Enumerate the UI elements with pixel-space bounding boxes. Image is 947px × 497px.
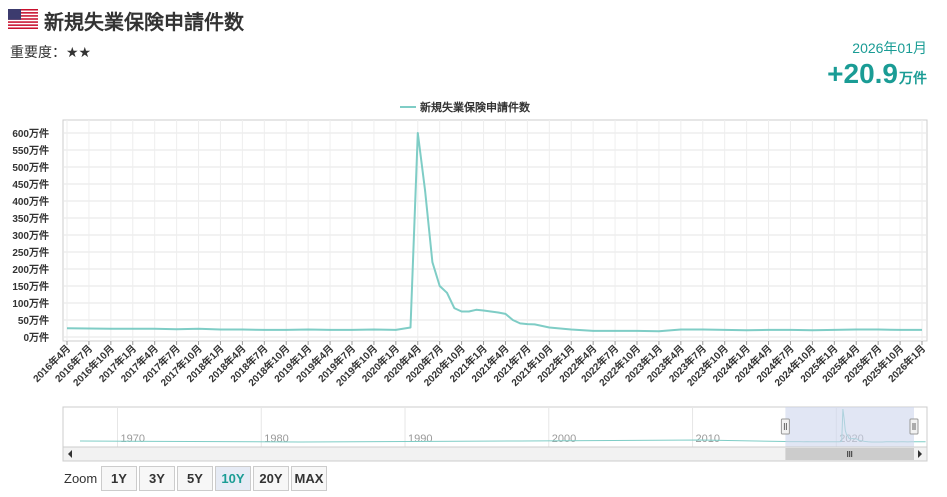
zoom-3y-button[interactable]: 3Y [139,466,175,491]
zoom-max-button[interactable]: MAX [291,466,327,491]
data-point [329,329,331,331]
data-point [446,292,448,294]
data-point [533,323,535,325]
data-point [658,330,660,332]
us-flag-icon [8,9,38,29]
data-point [431,261,433,263]
data-point [680,328,682,330]
data-point [592,330,594,332]
data-point [767,329,769,331]
y-tick-label: 250万件 [12,246,49,259]
zoom-10y-button[interactable]: 10Y [215,466,251,491]
data-point [241,328,243,330]
y-tick-label: 400万件 [12,195,49,208]
zoom-5y-button[interactable]: 5Y [177,466,213,491]
data-point [723,329,725,331]
navigator-year-label: 2000 [552,433,576,445]
y-tick-label: 100万件 [12,297,49,310]
y-tick-label: 150万件 [12,280,49,293]
latest-value-unit: 万件 [899,70,927,86]
navigator-year-label: 1980 [264,433,288,445]
zoom-label: Zoom [64,471,98,486]
data-point [219,328,221,330]
series-line [66,132,922,333]
y-tick-label: 450万件 [12,178,49,191]
latest-value: +20.9万件 [827,58,927,90]
data-point [702,328,704,330]
data-point [424,190,426,192]
y-tick-label: 300万件 [12,229,49,242]
navigator-year-label: 2010 [696,433,720,445]
data-point [453,307,455,309]
latest-value-number: +20.9 [827,58,898,89]
data-point [833,329,835,331]
data-point [395,329,397,331]
y-tick-label: 550万件 [12,144,49,157]
data-point [789,329,791,331]
y-tick-label: 350万件 [12,212,49,225]
data-point [636,330,638,332]
zoom-20y-button[interactable]: 20Y [253,466,289,491]
data-point [877,328,879,330]
data-point [132,328,134,330]
data-point [519,322,521,324]
data-point [409,326,411,328]
data-point [745,329,747,331]
y-tick-label: 200万件 [12,263,49,276]
data-point [614,330,616,332]
data-point [66,327,68,329]
navigator-handle-left[interactable] [780,418,790,435]
data-point [285,329,287,331]
data-point [921,329,923,331]
data-point [88,327,90,329]
scrollbar-track[interactable] [62,446,928,462]
y-tick-label: 0万件 [23,331,49,344]
data-point [263,329,265,331]
data-point [497,311,499,313]
navigator-year-label: 1970 [121,433,145,445]
data-point [855,328,857,330]
data-point [548,326,550,328]
y-tick-label: 50万件 [18,314,49,327]
data-point [460,310,462,312]
arrow-right-icon[interactable] [918,450,922,458]
data-point [110,328,112,330]
data-point [468,310,470,312]
plot-area [62,119,928,342]
data-point [153,328,155,330]
y-tick-label: 600万件 [12,127,49,140]
data-point [811,329,813,331]
navigator-selection [785,407,914,447]
data-point [175,328,177,330]
data-point [899,329,901,331]
y-tick-label: 500万件 [12,161,49,174]
page-title: 新規失業保険申請件数 [44,12,244,34]
data-point [512,319,514,321]
data-point [504,313,506,315]
latest-period: 2026年01月 [852,40,927,56]
data-point [475,309,477,311]
zoom-1y-button[interactable]: 1Y [101,466,137,491]
data-point [482,309,484,311]
importance-rating: 重要度：★★ [10,44,92,60]
data-point [570,328,572,330]
data-point [526,323,528,325]
navigator-year-label: 1990 [408,433,432,445]
navigator-handle-right[interactable] [909,418,919,435]
data-point [373,328,375,330]
data-point [197,328,199,330]
data-point [417,132,419,134]
legend-label: 新規失業保険申請件数 [420,100,531,114]
data-point [438,285,440,287]
data-point [307,328,309,330]
data-point [490,310,492,312]
arrow-left-icon[interactable] [68,450,72,458]
data-point [351,329,353,331]
